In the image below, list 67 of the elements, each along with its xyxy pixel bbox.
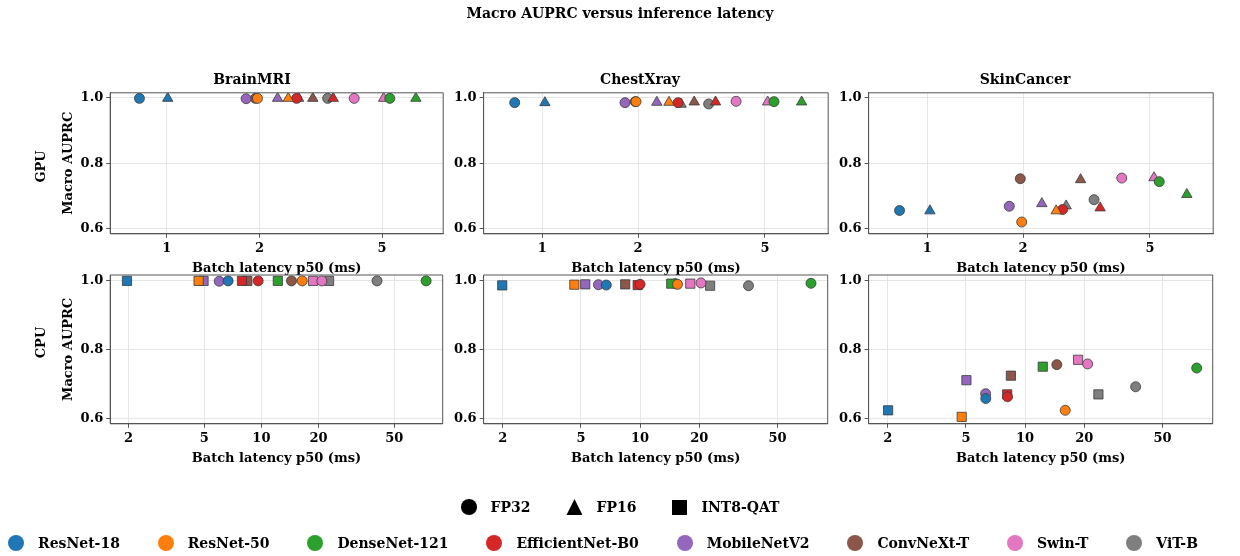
x-tick-label: 5 (760, 239, 770, 255)
legend-label: MobileNetV2 (706, 535, 810, 551)
y-tick-label: 0.8 (80, 154, 104, 170)
y-axis-title: Macro AUPRC (60, 111, 76, 215)
y-tick-label: 1.0 (453, 89, 477, 105)
y-tick-label: 1.0 (838, 271, 862, 287)
text: Macro AUPRC versus inference latency (465, 5, 775, 21)
y-tick-label: 1.0 (80, 271, 104, 287)
x-axis-title: Batch latency p50 (ms) (955, 449, 1126, 465)
x-axis-title: Batch latency p50 (ms) (956, 259, 1126, 275)
legend-label: ViT-B (1156, 535, 1198, 551)
legend-label: INT8-QAT (701, 499, 780, 515)
x-tick-label: 5 (1145, 239, 1155, 255)
x-axis-title: Batch latency p50 (ms) (191, 259, 362, 275)
x-tick-label: 5 (576, 429, 586, 445)
y-tick-label: 1.0 (453, 271, 477, 287)
y-tick-label: 0.8 (453, 154, 477, 170)
x-tick-label: 1 (162, 239, 172, 255)
x-tick-label: 5 (377, 239, 387, 255)
x-axis-title: Batch latency p50 (ms) (191, 449, 362, 465)
x-tick-label: 2 (498, 429, 508, 445)
x-tick-label: 20 (309, 429, 328, 445)
y-tick-label: 0.8 (838, 340, 862, 356)
text: GPU (32, 149, 48, 183)
legend-label: ResNet-50 (187, 535, 270, 551)
x-tick-label: 10 (631, 429, 650, 445)
chart-title: BrainMRI (213, 71, 291, 88)
legend-label: FP32 (490, 499, 531, 515)
legend-label: Swin-T (1036, 535, 1089, 551)
y-tick-label: 0.8 (453, 340, 477, 356)
y-tick-label: 0.6 (838, 409, 862, 425)
x-tick-label: 2 (883, 429, 893, 445)
x-tick-label: 50 (1153, 429, 1172, 445)
y-tick-label: 0.6 (453, 220, 477, 236)
x-tick-label: 20 (690, 429, 709, 445)
x-tick-label: 1 (922, 239, 932, 255)
y-tick-label: 0.6 (80, 220, 104, 236)
chart-title: SkinCancer (979, 71, 1071, 88)
y-tick-label: 0.6 (838, 220, 862, 236)
y-tick-label: 0.8 (838, 154, 862, 170)
y-axis-title: Macro AUPRC (60, 297, 76, 401)
chart-title: ChestXray (599, 71, 681, 88)
x-axis-title: Batch latency p50 (ms) (570, 449, 741, 465)
y-tick-label: 0.6 (80, 409, 104, 425)
x-tick-label: 2 (254, 239, 265, 255)
x-tick-label: 2 (124, 429, 134, 445)
x-tick-label: 50 (385, 429, 404, 445)
legend-label: EfficientNet-B0 (516, 535, 639, 551)
x-tick-label: 2 (633, 239, 643, 255)
y-tick-label: 0.8 (80, 340, 104, 356)
legend-label: FP16 (596, 499, 637, 515)
x-axis-title: Batch latency p50 (ms) (571, 259, 741, 275)
y-tick-label: 0.6 (453, 409, 477, 425)
x-tick-label: 5 (199, 429, 209, 445)
x-tick-label: 2 (1018, 239, 1028, 255)
legend-label: DenseNet-121 (337, 535, 449, 551)
x-tick-label: 20 (1075, 429, 1094, 445)
y-tick-label: 1.0 (80, 89, 104, 105)
x-tick-label: 50 (768, 429, 787, 445)
legend-label: ConvNeXt-T (877, 535, 970, 551)
x-tick-label: 1 (537, 239, 547, 255)
legend-label: ResNet-18 (38, 535, 120, 551)
x-tick-label: 5 (961, 429, 971, 445)
y-tick-label: 1.0 (838, 89, 862, 105)
x-tick-label: 10 (1016, 429, 1035, 445)
text: CPU (32, 326, 48, 358)
x-tick-label: 10 (252, 429, 271, 445)
